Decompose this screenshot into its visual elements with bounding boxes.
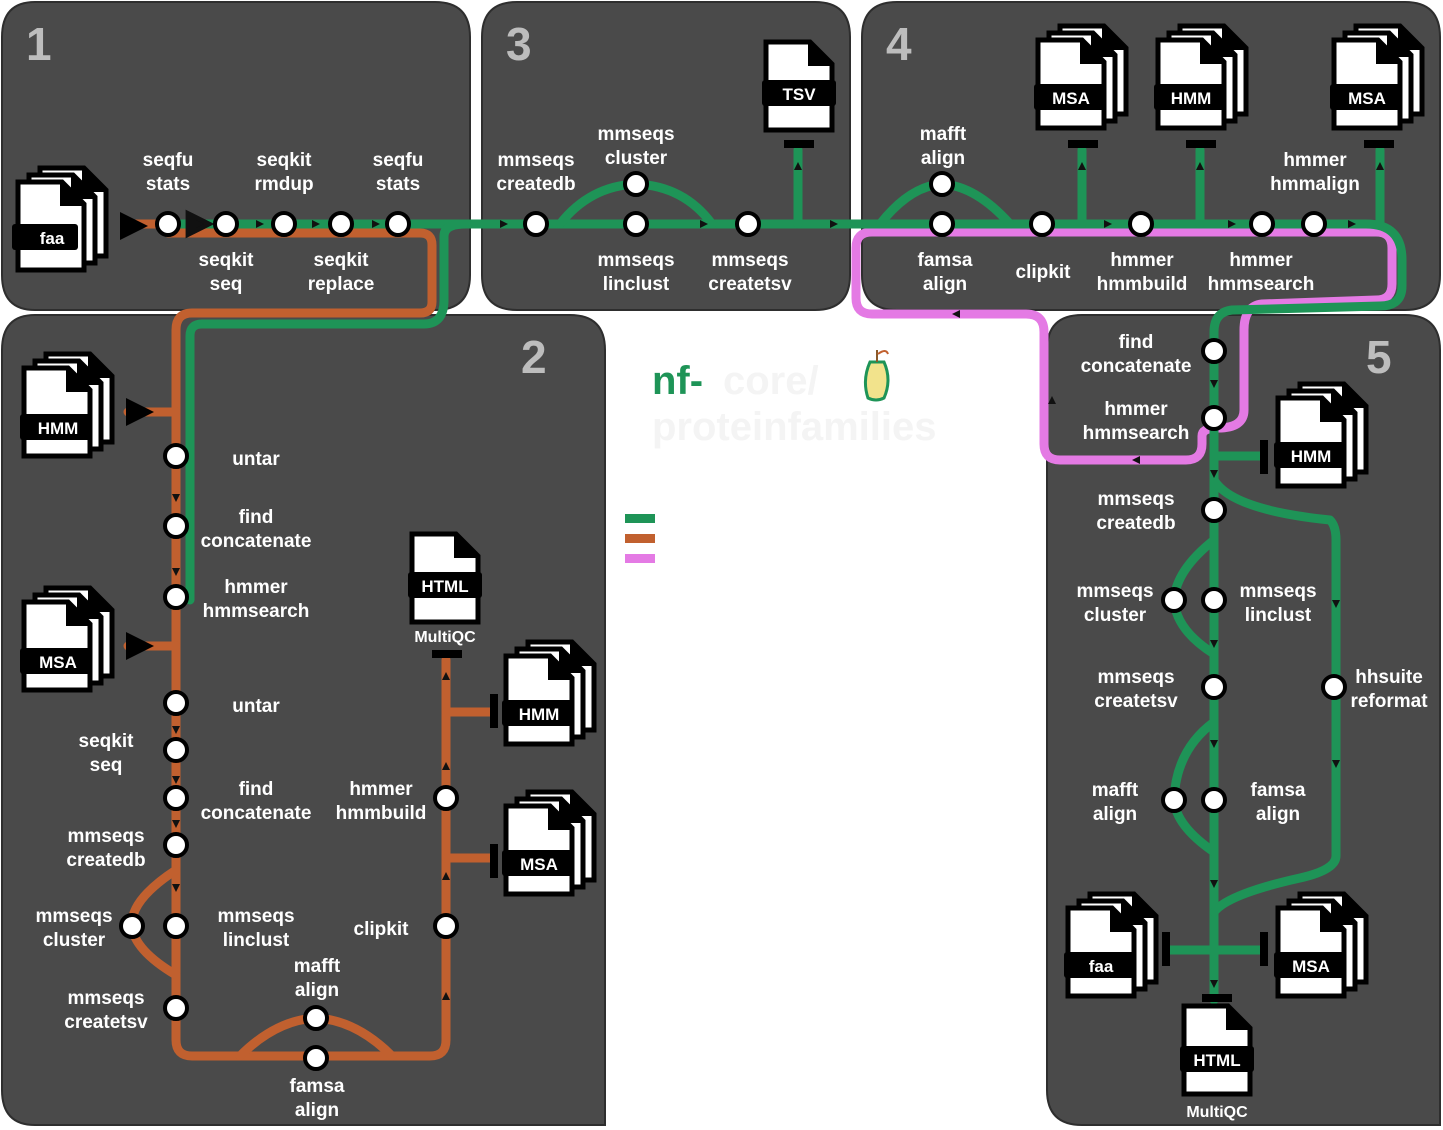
faa-output-document: faa bbox=[1064, 894, 1170, 996]
doc-label: MSA bbox=[1292, 957, 1330, 976]
step-clipkit-1: clipkit bbox=[1016, 262, 1072, 283]
faa-input-document: faa bbox=[12, 168, 148, 270]
step-mmseqs-createdb-1: mmseqs createdb bbox=[496, 150, 575, 195]
step-hmmer-hmmbuild-2: hmmer hmmbuild bbox=[336, 779, 427, 824]
hmm-input-document: HMM bbox=[20, 354, 154, 456]
msa-output-document-3: MSA bbox=[1260, 894, 1366, 996]
apple-core-icon bbox=[863, 350, 890, 402]
step-untar-2: untar bbox=[232, 696, 280, 717]
doc-caption: MultiQC bbox=[414, 629, 476, 646]
logo-core: core/ bbox=[723, 359, 819, 403]
msa-aligned-output-document: MSA bbox=[1330, 26, 1422, 148]
step-seqkit-seq-1: seqkit seq bbox=[199, 250, 255, 295]
step-mafft-align-3: mafft align bbox=[1092, 780, 1139, 825]
step-mmseqs-linclust-1: mmseqs linclust bbox=[597, 250, 674, 295]
step-famsa-align-2: famsa align bbox=[290, 1076, 345, 1121]
step-mmseqs-linclust-3: mmseqs linclust bbox=[1239, 581, 1316, 626]
step-seqfu-stats-1: seqfu stats bbox=[143, 150, 194, 195]
logo-prefix: nf- bbox=[652, 359, 703, 403]
doc-label: MSA bbox=[520, 855, 558, 874]
doc-caption: MultiQC bbox=[1186, 1104, 1248, 1121]
step-mafft-align-1: mafft align bbox=[920, 124, 967, 169]
step-mmseqs-cluster-2: mmseqs cluster bbox=[35, 906, 112, 951]
step-hmmer-hmmsearch-3: hmmer hmmsearch bbox=[1083, 399, 1190, 444]
msa-input-document: MSA bbox=[20, 588, 154, 690]
tsv-output-document: TSV bbox=[762, 42, 836, 148]
step-mmseqs-linclust-2: mmseqs linclust bbox=[217, 906, 294, 951]
nf-core-logo: nf- core/ proteinfamilies bbox=[652, 350, 937, 449]
step-mmseqs-createtsv-3: mmseqs createtsv bbox=[1094, 667, 1178, 712]
step-hmmer-hmmsearch-2: hmmer hmmsearch bbox=[203, 577, 310, 622]
legend-swatch-pink bbox=[625, 554, 655, 563]
logo-pipeline-name: proteinfamilies bbox=[652, 405, 937, 449]
section-number-1: 1 bbox=[26, 18, 52, 70]
step-mafft-align-2: mafft align bbox=[294, 956, 341, 1001]
hmm-output-document-2: HMM bbox=[490, 642, 594, 744]
step-seqfu-stats-2: seqfu stats bbox=[373, 150, 424, 195]
step-mmseqs-createdb-2: mmseqs createdb bbox=[66, 826, 145, 871]
step-seqkit-rmdup: seqkit rmdup bbox=[254, 150, 313, 195]
step-find-concatenate-1: find concatenate bbox=[201, 507, 312, 552]
step-famsa-align-1: famsa align bbox=[918, 250, 973, 295]
section-number-3: 3 bbox=[506, 18, 532, 70]
doc-label: MSA bbox=[1348, 89, 1386, 108]
doc-label: HTML bbox=[421, 577, 468, 596]
section-number-4: 4 bbox=[886, 18, 912, 70]
doc-label: HMM bbox=[1291, 447, 1332, 466]
doc-label: HMM bbox=[38, 419, 79, 438]
legend-swatch-green bbox=[625, 514, 655, 523]
metro-lines bbox=[123, 145, 1407, 1061]
step-mmseqs-createtsv-2: mmseqs createtsv bbox=[64, 988, 148, 1033]
flow-arrows bbox=[172, 162, 1384, 1000]
step-hmmer-hmmsearch-1: hmmer hmmsearch bbox=[1208, 250, 1315, 295]
panel-3 bbox=[481, 1, 851, 311]
step-famsa-align-3: famsa align bbox=[1251, 780, 1306, 825]
section-number-2: 2 bbox=[521, 331, 547, 383]
step-untar-1: untar bbox=[232, 449, 280, 470]
msa-output-document: MSA bbox=[1034, 26, 1126, 148]
multiqc-report-document-2: HTML MultiQC bbox=[1180, 994, 1254, 1121]
route-pink bbox=[851, 227, 1397, 465]
step-find-concatenate-2: find concatenate bbox=[201, 779, 312, 824]
step-labels: seqfu stats seqkit seq seqkit rmdup seqkit r… bbox=[35, 124, 1428, 1121]
step-mmseqs-cluster-1: mmseqs cluster bbox=[597, 124, 674, 169]
doc-label: HMM bbox=[1171, 89, 1212, 108]
doc-label: faa bbox=[40, 229, 65, 248]
step-mmseqs-createtsv-1: mmseqs createtsv bbox=[708, 250, 792, 295]
stations bbox=[119, 171, 1347, 1071]
doc-label: TSV bbox=[782, 85, 816, 104]
msa-output-document-2: MSA bbox=[490, 792, 594, 894]
section-number-5: 5 bbox=[1366, 331, 1392, 383]
hmm-output-document-3: HMM bbox=[1260, 384, 1366, 486]
step-hmmer-hmmalign: hmmer hmmalign bbox=[1270, 150, 1360, 195]
legend-swatch-orange bbox=[625, 534, 655, 543]
step-find-concatenate-3: find concatenate bbox=[1081, 332, 1192, 377]
step-mmseqs-createdb-3: mmseqs createdb bbox=[1096, 489, 1175, 534]
doc-label: faa bbox=[1089, 957, 1114, 976]
route-green bbox=[163, 219, 1407, 1005]
multiqc-report-document: HTML MultiQC bbox=[408, 534, 482, 658]
step-hmmer-hmmbuild-1: hmmer hmmbuild bbox=[1097, 250, 1188, 295]
step-clipkit-2: clipkit bbox=[354, 919, 410, 940]
step-seqkit-seq-2: seqkit seq bbox=[79, 731, 135, 776]
step-hhsuite-reformat: hhsuite reformat bbox=[1350, 667, 1428, 712]
doc-label: HTML bbox=[1193, 1051, 1240, 1070]
doc-label: MSA bbox=[39, 653, 77, 672]
step-seqkit-replace: seqkit replace bbox=[308, 250, 375, 295]
step-mmseqs-cluster-3: mmseqs cluster bbox=[1076, 581, 1153, 626]
documents: faa HMM MSA TSV MSA bbox=[12, 26, 1422, 1121]
doc-label: HMM bbox=[519, 705, 560, 724]
legend bbox=[625, 514, 655, 563]
hmm-output-document: HMM bbox=[1154, 26, 1246, 148]
doc-label: MSA bbox=[1052, 89, 1090, 108]
